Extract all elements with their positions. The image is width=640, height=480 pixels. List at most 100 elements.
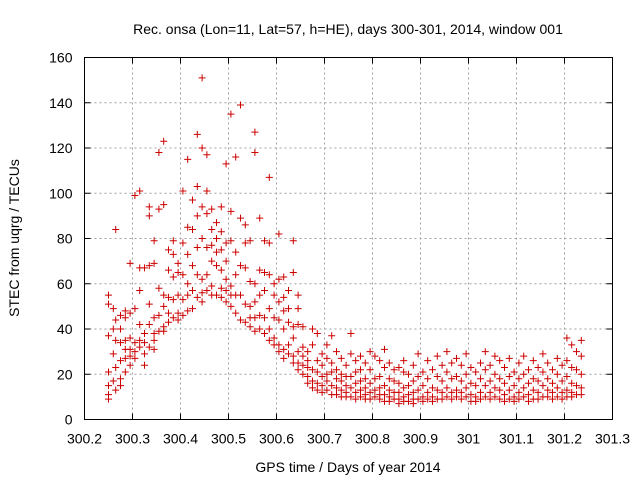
data-point [227,207,235,215]
data-point [534,363,542,371]
data-point [443,393,451,401]
data-point [294,305,302,313]
data-point [131,354,139,362]
data-point [544,359,552,367]
data-point [193,293,201,301]
x-axis-label: GPS time / Days of year 2014 [255,459,440,475]
data-point [237,101,244,109]
data-point [121,314,129,322]
data-point [275,230,283,238]
data-point [246,323,254,331]
data-point [385,397,393,405]
data-point [246,302,254,310]
data-point [289,352,297,360]
data-point [289,237,297,245]
data-point [136,187,144,195]
data-point [304,363,312,371]
data-point [525,366,532,374]
data-point [462,393,470,401]
data-point [496,357,504,365]
data-point [105,291,112,299]
data-point [261,314,268,322]
data-point [357,377,364,385]
data-point [232,153,240,161]
data-point [486,388,494,396]
data-point [256,266,264,274]
data-point [232,309,240,317]
data-point [549,366,556,374]
data-point [136,343,144,351]
data-point [409,400,417,408]
data-point [539,382,547,390]
data-point [217,228,225,236]
data-point [193,212,201,220]
data-point [160,327,168,335]
data-point [136,320,144,328]
data-point [179,296,187,304]
data-point [141,339,148,347]
data-point [486,361,494,369]
y-tick-label: 20 [57,366,73,382]
data-point [577,370,585,378]
data-point [246,277,254,285]
data-point [150,314,158,322]
data-point [448,395,456,403]
data-point [323,386,331,394]
data-point [448,375,456,383]
data-point [544,393,552,401]
data-point [376,395,384,403]
data-point [304,357,312,365]
data-point [174,309,182,317]
data-point [184,280,192,288]
data-point [381,345,388,353]
data-point [515,388,523,396]
data-point [337,386,345,394]
data-point [534,395,542,403]
data-point [184,291,192,299]
data-point [573,382,580,390]
data-point [184,250,192,258]
data-point [165,293,172,301]
data-point [424,395,432,403]
data-point [198,235,206,242]
data-point [409,377,417,385]
data-point [462,384,470,392]
data-point [275,275,283,283]
data-point [453,393,460,401]
data-point [285,287,292,295]
data-point [155,284,163,292]
data-point [577,384,585,392]
data-point [237,291,244,299]
data-point [256,214,264,222]
data-point [414,373,422,381]
data-point [443,368,451,376]
data-point [477,375,484,383]
data-point [208,225,216,233]
data-point [299,323,307,331]
data-point [174,259,182,267]
data-point [549,379,556,387]
data-point [577,391,585,399]
data-point [193,244,201,252]
data-point [429,384,436,392]
data-point [453,386,460,394]
data-point [563,386,571,394]
data-point [299,343,307,351]
data-point [280,345,288,353]
data-point [568,393,576,401]
data-point [275,341,283,349]
data-point [145,343,153,351]
data-point [323,370,331,378]
data-point [160,201,168,209]
data-point [419,368,427,376]
data-point [520,370,528,378]
data-point [491,352,499,360]
data-point [443,384,451,392]
data-point [352,388,360,396]
data-point [160,302,168,310]
data-point [457,361,465,369]
data-point [424,375,432,383]
data-point [553,393,561,401]
data-point [357,386,364,394]
